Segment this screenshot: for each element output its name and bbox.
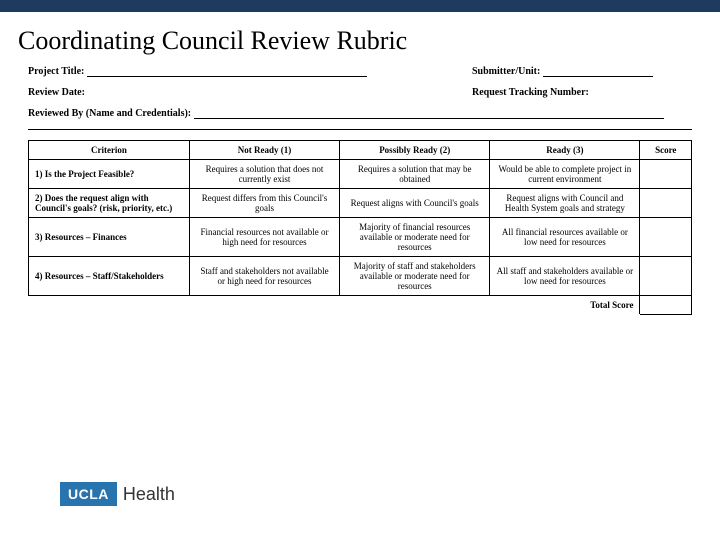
table-row: 3) Resources – Finances Financial resour… — [29, 218, 692, 257]
level3-cell: All staff and stakeholders available or … — [490, 257, 640, 296]
rubric-table: Criterion Not Ready (1) Possibly Ready (… — [28, 140, 692, 315]
score-cell — [640, 257, 692, 296]
table-row: 1) Is the Project Feasible? Requires a s… — [29, 160, 692, 189]
reviewed-by-field: Reviewed By (Name and Credentials): — [28, 108, 692, 119]
score-cell — [640, 160, 692, 189]
project-title-field: Project Title: — [28, 66, 472, 77]
header-level3: Ready (3) — [490, 141, 640, 160]
page-title: Coordinating Council Review Rubric — [0, 12, 720, 66]
level1-cell: Requires a solution that does not curren… — [189, 160, 339, 189]
total-label: Total Score — [490, 296, 640, 315]
level2-cell: Request aligns with Council's goals — [340, 189, 490, 218]
reviewed-by-line — [194, 109, 664, 119]
divider — [28, 129, 692, 130]
submitter-label: Submitter/Unit: — [472, 66, 540, 77]
level3-cell: Request aligns with Council and Health S… — [490, 189, 640, 218]
logo: UCLA Health — [60, 482, 175, 506]
level1-cell: Financial resources not available or hig… — [189, 218, 339, 257]
review-date-label: Review Date: — [28, 87, 85, 98]
level2-cell: Majority of financial resources availabl… — [340, 218, 490, 257]
criterion-cell: 4) Resources – Staff/Stakeholders — [29, 257, 190, 296]
top-accent-bar — [0, 0, 720, 12]
level2-cell: Majority of staff and stakeholders avail… — [340, 257, 490, 296]
score-cell — [640, 218, 692, 257]
table-row: 4) Resources – Staff/Stakeholders Staff … — [29, 257, 692, 296]
meta-block: Project Title: Submitter/Unit: Review Da… — [0, 66, 720, 119]
criterion-cell: 3) Resources – Finances — [29, 218, 190, 257]
score-cell — [640, 189, 692, 218]
total-score-cell — [640, 296, 692, 315]
reviewed-by-label: Reviewed By (Name and Credentials): — [28, 108, 191, 119]
level1-cell: Request differs from this Council's goal… — [189, 189, 339, 218]
tracking-label: Request Tracking Number: — [472, 87, 589, 98]
header-level2: Possibly Ready (2) — [340, 141, 490, 160]
header-criterion: Criterion — [29, 141, 190, 160]
criterion-cell: 2) Does the request align with Council's… — [29, 189, 190, 218]
health-text: Health — [123, 484, 175, 505]
submitter-field: Submitter/Unit: — [472, 66, 692, 77]
level1-cell: Staff and stakeholders not available or … — [189, 257, 339, 296]
table-header-row: Criterion Not Ready (1) Possibly Ready (… — [29, 141, 692, 160]
project-title-label: Project Title: — [28, 66, 84, 77]
total-row: Total Score — [29, 296, 692, 315]
level2-cell: Requires a solution that may be obtained — [340, 160, 490, 189]
project-title-line — [87, 67, 367, 77]
total-blank — [29, 296, 490, 315]
table-row: 2) Does the request align with Council's… — [29, 189, 692, 218]
criterion-cell: 1) Is the Project Feasible? — [29, 160, 190, 189]
level3-cell: All financial resources available or low… — [490, 218, 640, 257]
submitter-line — [543, 67, 653, 77]
header-score: Score — [640, 141, 692, 160]
tracking-field: Request Tracking Number: — [472, 87, 692, 98]
header-level1: Not Ready (1) — [189, 141, 339, 160]
level3-cell: Would be able to complete project in cur… — [490, 160, 640, 189]
ucla-badge: UCLA — [60, 482, 117, 506]
review-date-field: Review Date: — [28, 87, 472, 98]
